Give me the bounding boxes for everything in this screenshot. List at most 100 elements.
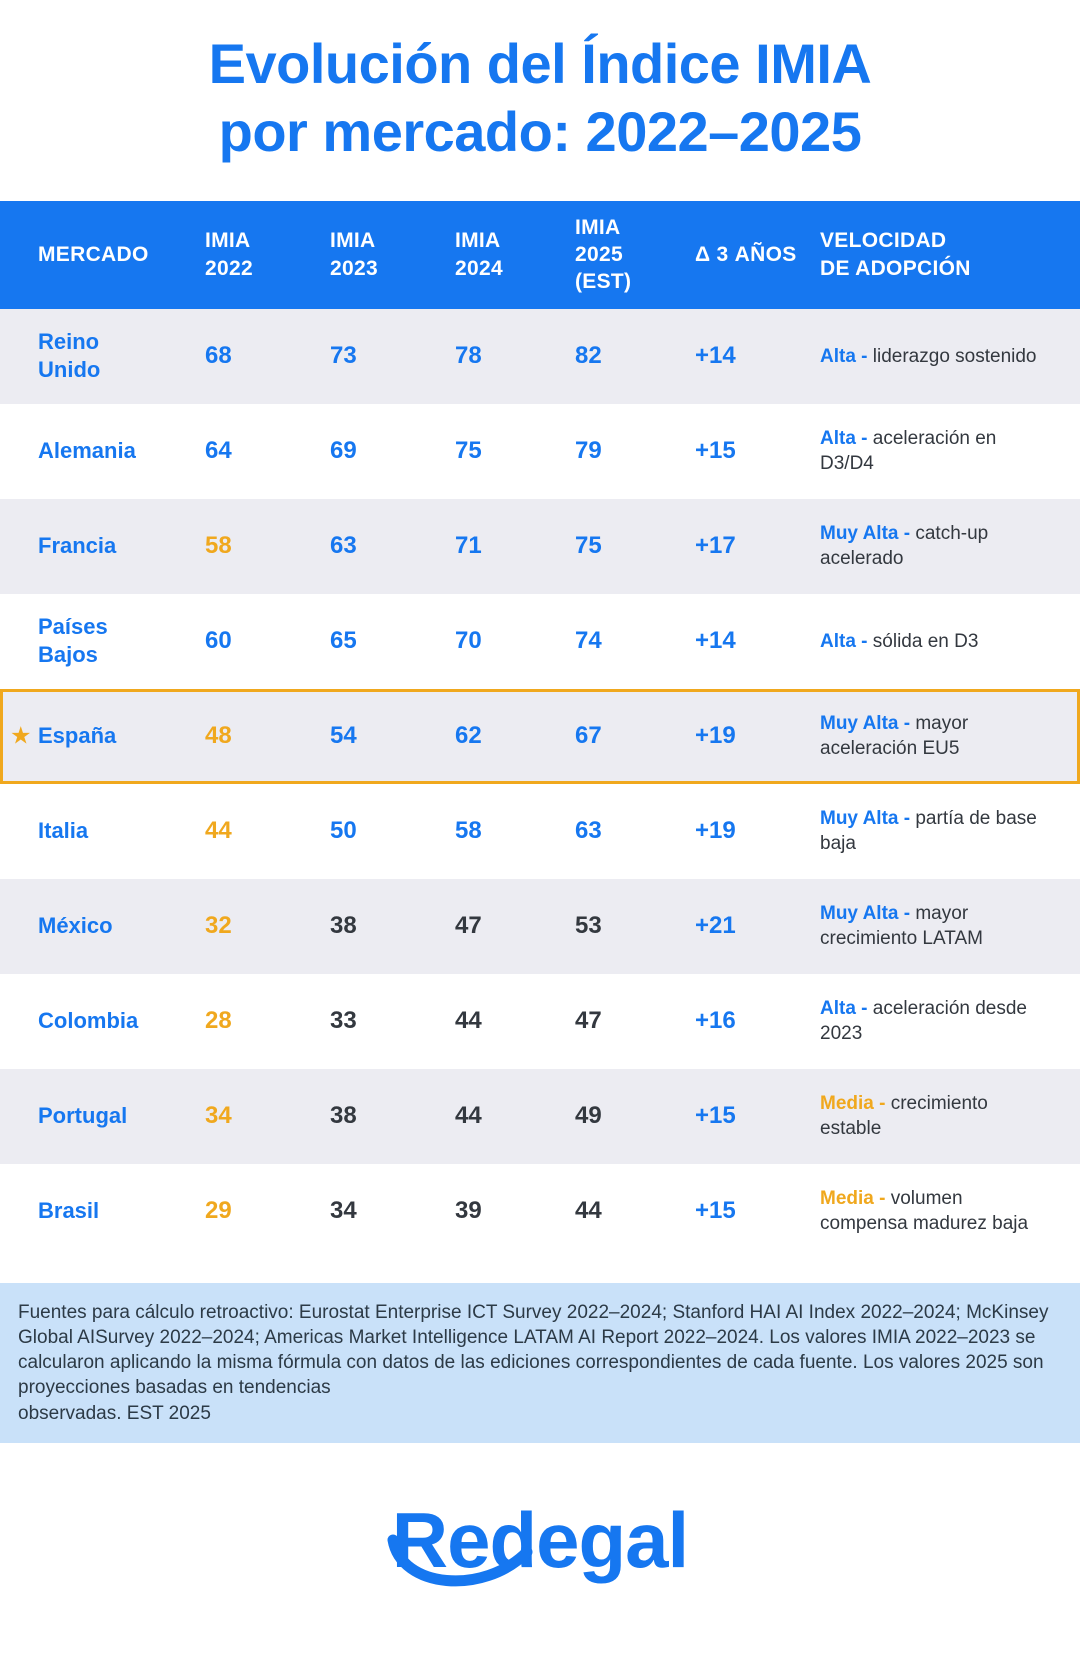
market-name: Países Bajos bbox=[38, 613, 205, 670]
velocity-text: Muy Alta - mayor crecimiento LATAM bbox=[820, 901, 1060, 951]
velocity-description: catch-up acelerado bbox=[820, 523, 989, 570]
imia-value-2022: 48 bbox=[205, 722, 232, 750]
imia-value-2025: 49 bbox=[575, 1102, 602, 1130]
imia-value-2024: 70 bbox=[455, 627, 482, 655]
imia-value-2023: 69 bbox=[330, 437, 357, 465]
imia-value-2023: 50 bbox=[330, 817, 357, 845]
velocity-text: Media - crecimiento estable bbox=[820, 1091, 1060, 1141]
velocity-label: Alta - bbox=[820, 630, 873, 652]
imia-table: MERCADO IMIA 2022 IMIA 2023 IMIA 2024 IM… bbox=[0, 200, 1080, 1259]
market-name-text: Francia bbox=[38, 532, 117, 558]
velocity-text: Media - volumen compensa madurez baja bbox=[820, 1186, 1060, 1236]
velocity-label: Alta - bbox=[820, 998, 873, 1020]
imia-value-2024: 75 bbox=[455, 437, 482, 465]
imia-value-2025: 53 bbox=[575, 912, 602, 940]
col-header-imia-2022: IMIA 2022 bbox=[205, 229, 253, 280]
velocity-description: liderazgo sostenido bbox=[872, 345, 1037, 367]
velocity-description: sólida en D3 bbox=[872, 630, 979, 652]
imia-value-2022: 64 bbox=[205, 437, 232, 465]
velocity-text: Alta - liderazgo sostenido bbox=[820, 344, 1060, 369]
imia-value-2024: 39 bbox=[455, 1197, 482, 1225]
velocity-label: Alta - bbox=[820, 428, 873, 450]
market-name: Francia bbox=[38, 532, 205, 561]
imia-value-2025: 67 bbox=[575, 722, 602, 750]
velocity-text: Alta - sólida en D3 bbox=[820, 629, 1060, 654]
delta-value: +15 bbox=[695, 437, 736, 465]
imia-value-2023: 38 bbox=[330, 1102, 357, 1130]
imia-value-2022: 34 bbox=[205, 1102, 232, 1130]
redegal-logo: Redegal bbox=[0, 1495, 1080, 1587]
imia-value-2024: 58 bbox=[455, 817, 482, 845]
table-row: Italia 44 50 58 63 +19 Muy Alta - partía de ba… bbox=[0, 784, 1080, 879]
imia-value-2025: 75 bbox=[575, 532, 602, 560]
market-name: Italia bbox=[38, 817, 205, 846]
market-name-text: México bbox=[38, 912, 113, 938]
velocity-text: Alta - aceleración en D3/D4 bbox=[820, 426, 1060, 476]
imia-value-2022: 28 bbox=[205, 1007, 232, 1035]
table-row: Alemania 64 69 75 79 +15 Alta - aceleración en… bbox=[0, 404, 1080, 499]
imia-value-2022: 44 bbox=[205, 817, 232, 845]
velocity-label: Media - bbox=[820, 1188, 891, 1210]
market-name-text: Colombia bbox=[38, 1007, 139, 1033]
table-row: Colombia 28 33 44 47 +16 Alta - aceleración de… bbox=[0, 974, 1080, 1069]
market-name-text: Países Bajos bbox=[38, 613, 108, 668]
velocity-label: Muy Alta - bbox=[820, 903, 916, 925]
velocity-text: Muy Alta - mayor aceleración EU5 bbox=[820, 711, 1060, 761]
col-header-velocity: VELOCIDAD DE ADOPCIÓN bbox=[820, 229, 971, 280]
market-name-text: Reino Unido bbox=[38, 328, 101, 383]
velocity-description: mayor aceleración EU5 bbox=[820, 713, 969, 760]
velocity-label: Alta - bbox=[820, 345, 873, 367]
col-header-market: MERCADO bbox=[38, 242, 149, 266]
market-name: Alemania bbox=[38, 437, 205, 466]
velocity-description: crecimiento estable bbox=[820, 1093, 988, 1140]
table-row: Brasil 29 34 39 44 +15 Media - volumen compens… bbox=[0, 1164, 1080, 1259]
imia-value-2022: 58 bbox=[205, 532, 232, 560]
imia-value-2024: 44 bbox=[455, 1102, 482, 1130]
velocity-description: aceleración en D3/D4 bbox=[820, 428, 997, 475]
velocity-description: mayor crecimiento LATAM bbox=[820, 903, 983, 950]
table-row: Francia 58 63 71 75 +17 Muy Alta - catch-up ac… bbox=[0, 498, 1080, 594]
velocity-description: aceleración desde 2023 bbox=[820, 998, 1027, 1045]
market-name: Reino Unido bbox=[38, 328, 205, 385]
velocity-text: Muy Alta - catch-up acelerado bbox=[820, 521, 1060, 571]
imia-value-2023: 73 bbox=[330, 342, 357, 370]
market-name-text: Alemania bbox=[38, 437, 136, 463]
page-title-line1: Evolución del Índice IMIA bbox=[208, 32, 872, 95]
star-icon: ★ bbox=[10, 722, 32, 750]
velocity-text: Alta - aceleración desde 2023 bbox=[820, 996, 1060, 1046]
market-name: ★ España bbox=[10, 722, 205, 751]
velocity-label: Media - bbox=[820, 1093, 891, 1115]
market-name: México bbox=[38, 912, 205, 941]
market-name-text: España bbox=[38, 722, 117, 748]
market-name: Portugal bbox=[38, 1102, 205, 1131]
imia-value-2025: 63 bbox=[575, 817, 602, 845]
page-title: Evolución del Índice IMIA por mercado: 2… bbox=[40, 30, 1040, 167]
imia-value-2024: 78 bbox=[455, 342, 482, 370]
imia-infographic: Evolución del Índice IMIA por mercado: 2… bbox=[0, 30, 1080, 1587]
market-name: Brasil bbox=[38, 1197, 205, 1226]
market-name-text: Italia bbox=[38, 817, 89, 843]
imia-value-2024: 62 bbox=[455, 722, 482, 750]
table-row: México 32 38 47 53 +21 Muy Alta - mayor crecim… bbox=[0, 878, 1080, 974]
imia-value-2024: 44 bbox=[455, 1007, 482, 1035]
velocity-label: Muy Alta - bbox=[820, 713, 916, 735]
delta-value: +19 bbox=[695, 722, 736, 750]
market-name-text: Portugal bbox=[38, 1102, 128, 1128]
delta-value: +17 bbox=[695, 532, 736, 560]
table-row: Países Bajos 60 65 70 74 +14 Alta - sólida en … bbox=[0, 594, 1080, 689]
delta-value: +14 bbox=[695, 627, 736, 655]
imia-value-2025: 82 bbox=[575, 342, 602, 370]
imia-value-2022: 29 bbox=[205, 1197, 232, 1225]
delta-value: +16 bbox=[695, 1007, 736, 1035]
imia-value-2023: 63 bbox=[330, 532, 357, 560]
imia-value-2023: 65 bbox=[330, 627, 357, 655]
velocity-label: Muy Alta - bbox=[820, 808, 916, 830]
sources-note: Fuentes para cálculo retroactivo: Eurost… bbox=[0, 1282, 1080, 1443]
imia-value-2022: 32 bbox=[205, 912, 232, 940]
delta-value: +19 bbox=[695, 817, 736, 845]
imia-value-2025: 44 bbox=[575, 1197, 602, 1225]
imia-value-2025: 47 bbox=[575, 1007, 602, 1035]
table-header-row: MERCADO IMIA 2022 IMIA 2023 IMIA 2024 IM… bbox=[0, 200, 1080, 309]
logo-wordmark: Redegal bbox=[391, 1495, 689, 1584]
table-row: Portugal 34 38 44 49 +15 Media - crecimiento e… bbox=[0, 1068, 1080, 1164]
